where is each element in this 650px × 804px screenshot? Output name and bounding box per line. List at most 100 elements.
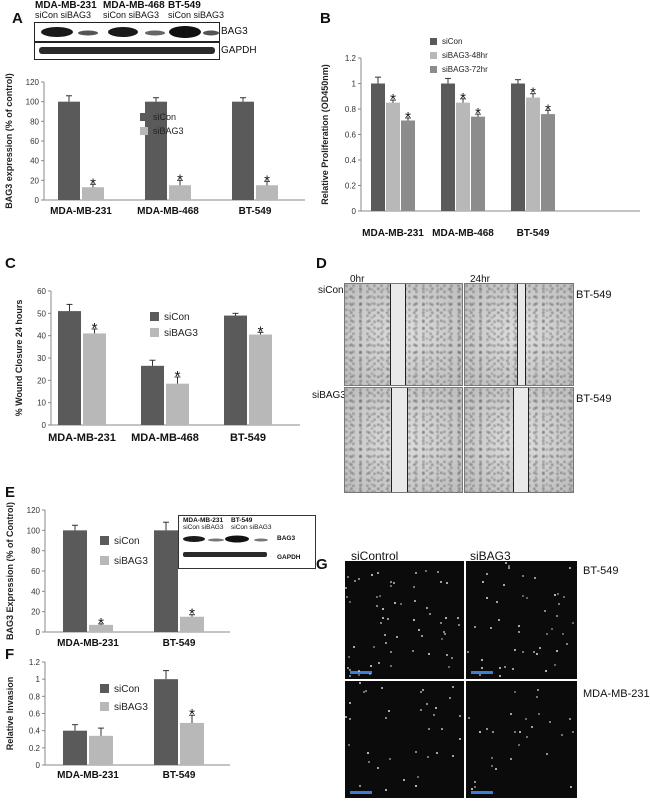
y-tick-label: 40 [37,332,46,341]
cell-dot [367,752,369,754]
cell-dot [363,691,365,693]
cell-dot [474,781,476,783]
cell-dot [441,728,443,730]
blot-a-gapdh-bands [39,47,215,54]
bar [58,311,81,425]
y-tick-label: 120 [27,506,41,515]
cell-dot [349,702,351,704]
cell-dot [561,734,563,736]
legend-label: siBAG3-48hr [442,51,488,60]
cell-dot [359,785,361,787]
bar [89,624,113,632]
cell-dot [346,596,348,598]
panel-label-f: F [5,646,15,663]
y-tick-label: 40 [30,157,39,166]
scratch-gap [513,388,529,492]
legend-label: siBAG3-72hr [442,65,488,74]
cell-dot [525,718,527,720]
x-tick-label: BT-549 [239,206,272,217]
scratch-image-sibag3-24hr [464,387,574,493]
legend-label: siBAG3 [114,556,148,567]
cell-dot [440,622,442,624]
blot-a-lanes-3: siCon siBAG3 [168,10,225,20]
scratch-gap [390,284,406,385]
cell-dot [365,690,367,692]
bar [154,679,178,765]
y-tick-label: 0.8 [345,105,357,114]
y-tick-label: 0 [36,628,41,637]
cell-dot [510,758,512,760]
y-tick-label: 10 [37,399,46,408]
cell-dot [526,736,528,738]
cell-dot [539,647,541,649]
bar [83,333,106,425]
cell-dot [349,675,351,677]
cell-dot [554,664,556,666]
x-tick-label: MDA-MB-231 [50,206,112,217]
cell-dot [522,651,524,653]
cell-dot [474,786,476,788]
y-tick-label: 60 [37,287,46,296]
bar [169,185,191,200]
cell-dot [545,670,547,672]
cell-dot [544,610,546,612]
cell-dot [412,650,414,652]
cell-dot [385,789,387,791]
cell-dot [554,594,556,596]
panel-label-a: A [12,10,23,27]
blot-a-bag3-strip [34,22,220,42]
cell-dot [444,633,446,635]
cell-dot [452,686,454,688]
cell-dot [428,728,430,730]
cell-dot [482,581,484,583]
bar [154,530,178,632]
bar [511,83,525,211]
panel-g-col-sicontrol: siControl [351,549,399,563]
blot-a-lanes-2: siCon siBAG3 [103,10,160,20]
cell-dot [549,721,551,723]
cell-dot [566,643,568,645]
cell-dot [451,657,453,659]
cell-dot [518,744,520,746]
y-tick-label: 100 [26,98,40,107]
cell-dot [508,567,510,569]
bar [89,735,113,765]
cell-dot [531,726,533,728]
panel-label-e: E [5,484,16,501]
cell-dot [348,656,350,658]
cell-dot [496,601,498,603]
cell-dot [534,577,536,579]
cell-dot [373,646,375,648]
cell-dot [481,659,483,661]
bar [526,97,540,211]
y-tick-label: 40 [31,587,40,596]
bar [224,315,247,425]
y-tick-label: 30 [37,354,46,363]
significance-star: * [264,172,270,189]
cell-dot [458,624,460,626]
cell-dot [349,601,351,603]
x-tick-label: MDA-MB-231 [57,770,119,781]
legend-swatch [150,328,159,337]
cell-dot [459,738,461,740]
cell-dot [569,718,571,720]
cell-dot [572,731,574,733]
cell-dot [570,786,572,788]
cell-dot [546,633,548,635]
bar [232,101,254,200]
cell-dot [369,673,371,675]
cell-dot [425,570,427,572]
y-tick-label: 1.2 [29,658,41,667]
x-tick-label: MDA-MB-231 [57,638,119,649]
panel-g-side-1: BT-549 [583,565,619,577]
cell-dot [420,709,422,711]
cell-dot [495,768,497,770]
cell-dot [382,617,384,619]
panel-d-side-1: BT-549 [576,289,612,301]
significance-star: * [530,85,536,102]
bar [441,83,455,211]
cell-dot [384,634,386,636]
cell-dot [420,691,422,693]
cell-dot [436,752,438,754]
